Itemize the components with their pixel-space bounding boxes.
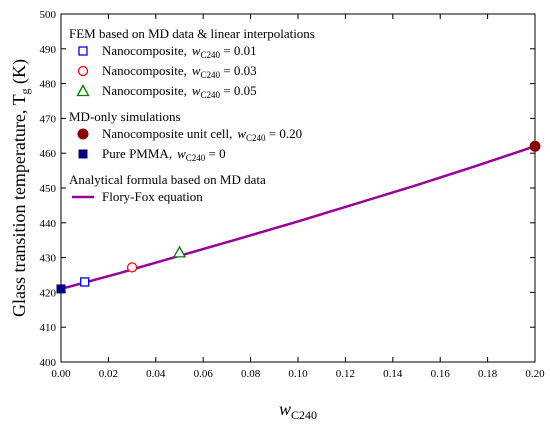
legend-marker [78,46,88,56]
axis-ticks: 0.00 0.02 0.04 0.06 0.08 0.10 0.12 0.14 0.16 0.18… [40,9,546,380]
legend-item-w: w [177,146,186,161]
legend-marker [78,149,88,159]
legend-item-w: w [237,126,246,141]
legend-item-label: Nanocomposite, wC240 = 0.05 [102,83,257,100]
x-tick-label: 0.06 [194,368,214,380]
legend: FEM based on MD data & linear interpolat… [69,26,315,204]
legend-item-text: Nanocomposite, [102,63,187,78]
x-tick-label: 0.14 [383,368,403,380]
x-tick-label: 0.00 [51,368,71,380]
x-tick-label: 0.18 [478,368,498,380]
y-tick-label: 450 [40,183,57,195]
legend-item-sub: C240 [201,90,221,100]
legend-item-text: Nanocomposite unit cell, [102,126,232,141]
legend-item-value: = 0 [205,146,225,161]
legend-item-text: Nanocomposite, [102,43,187,58]
y-tick-label: 420 [40,287,57,299]
legend-item-label: Flory-Fox equation [102,189,203,204]
x-tick-label: 0.16 [431,368,451,380]
legend-group-heading: Analytical formula based on MD data [69,172,266,187]
y-tick-label: 430 [40,253,57,265]
legend-item-value: = 0.03 [220,63,257,78]
y-tick-label: 470 [40,113,57,125]
series-lines [60,145,536,291]
y-tick-label: 490 [40,44,57,56]
y-tick-label: 400 [40,357,57,369]
legend-item-label: Nanocomposite unit cell, wC240 = 0.20 [102,126,302,143]
x-tick-label: 0.20 [525,368,545,380]
y-tick-label: 500 [40,9,57,21]
legend-item-sub: C240 [201,70,221,80]
y-axis-title: Glass transition temperature, Tg (K) [9,59,32,317]
data-point [172,245,187,258]
x-tick-label: 0.02 [99,368,118,380]
legend-item-w: w [192,63,201,78]
legend-item-text: Flory-Fox equation [102,189,203,204]
legend-item-label: Nanocomposite, wC240 = 0.01 [102,43,257,60]
legend-group-heading: MD-only simulations [69,109,181,124]
y-tick-label: 480 [40,79,57,91]
y-tick-label: 440 [40,218,57,230]
legend-item-sub: C240 [201,50,221,60]
legend-item-value: = 0.05 [220,83,257,98]
x-tick-label: 0.04 [146,368,166,380]
legend-item-value: = 0.20 [266,126,303,141]
legend-item-label: Nanocomposite, wC240 = 0.03 [102,63,257,80]
x-tick-label: 0.08 [241,368,261,380]
series-line-flory-fox [60,145,536,291]
y-tick-label: 410 [40,322,57,334]
x-tick-label: 0.12 [336,368,355,380]
legend-item-value: = 0.01 [220,43,257,58]
legend-item-sub: C240 [246,133,266,143]
legend-item-text: Nanocomposite, [102,83,187,98]
legend-marker [76,84,90,97]
legend-group-heading: FEM based on MD data & linear interpolat… [69,26,315,41]
y-tick-label: 460 [40,148,57,160]
data-point [126,262,138,273]
data-point [80,277,90,287]
legend-item-w: w [192,83,201,98]
x-axis-title: wC240 [279,399,317,422]
legend-item-label: Pure PMMA, wC240 = 0 [102,146,226,163]
legend-item-w: w [192,43,201,58]
legend-item-sub: C240 [186,153,206,163]
series-markers [56,140,541,294]
legend-item-text: Pure PMMA, [102,146,172,161]
data-point [56,284,66,294]
legend-marker [77,128,89,140]
legend-marker [77,65,89,77]
data-point [529,140,541,152]
x-tick-label: 0.10 [288,368,308,380]
